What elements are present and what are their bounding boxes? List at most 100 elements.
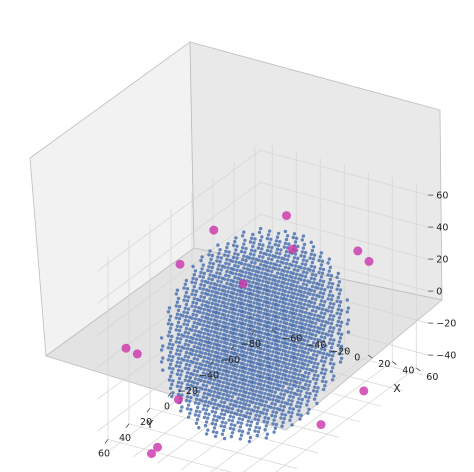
- scatter-point: [248, 312, 253, 316]
- scatter-point: [186, 403, 191, 407]
- scatter-point: [207, 277, 211, 281]
- highlight-point: [132, 349, 142, 359]
- scatter-point: [236, 420, 240, 425]
- scatter-point: [265, 296, 270, 301]
- scatter-point: [222, 253, 227, 257]
- scatter-point: [189, 395, 193, 400]
- scatter-point: [297, 397, 301, 401]
- scatter-point: [267, 373, 272, 377]
- scatter-point: [300, 322, 304, 326]
- scatter-point: [233, 300, 237, 304]
- scatter-point: [327, 329, 331, 333]
- scatter-point: [208, 273, 212, 277]
- scatter-point: [199, 306, 203, 311]
- scatter-point: [194, 385, 199, 389]
- scatter-point: [291, 283, 295, 288]
- scatter-point: [266, 233, 271, 237]
- scatter-point: [202, 331, 207, 336]
- scatter-point: [198, 298, 202, 302]
- scatter-point: [242, 398, 246, 402]
- scatter-point: [231, 315, 236, 320]
- scatter-point: [296, 388, 300, 393]
- scatter-point: [239, 261, 244, 266]
- scatter-point: [230, 295, 235, 299]
- scatter-point: [328, 325, 333, 330]
- scatter-point: [213, 286, 218, 291]
- scatter-point: [330, 282, 335, 286]
- scatter-point: [260, 283, 264, 287]
- scatter-point: [326, 285, 330, 289]
- scatter-point: [192, 345, 196, 349]
- scatter-point: [215, 295, 219, 299]
- scatter-point: [191, 300, 195, 305]
- scatter-point: [235, 292, 239, 296]
- scatter-point: [233, 372, 237, 376]
- scatter-point: [294, 356, 299, 360]
- scatter-point: [337, 292, 342, 296]
- scatter-point: [236, 324, 240, 329]
- scatter-point: [195, 417, 200, 422]
- scatter-point: [319, 263, 324, 267]
- scatter-point: [311, 353, 316, 357]
- scatter-point: [201, 383, 205, 387]
- scatter-point: [251, 304, 255, 309]
- scatter-point: [240, 234, 245, 238]
- y-tick-mark: [251, 329, 256, 335]
- highlight-point: [209, 225, 219, 235]
- scatter-point: [248, 288, 253, 292]
- scatter-point: [269, 261, 273, 265]
- scatter-point: [182, 322, 186, 326]
- scatter-point: [297, 349, 301, 353]
- scatter-point: [269, 309, 273, 313]
- scatter-point: [230, 407, 235, 411]
- scatter-point: [193, 401, 198, 405]
- scatter-point: [296, 364, 300, 369]
- scatter-point: [203, 423, 208, 428]
- scatter-point: [314, 321, 318, 325]
- scatter-point: [337, 316, 342, 320]
- scatter-point: [265, 272, 270, 277]
- scatter-point: [243, 298, 247, 302]
- scatter-point: [283, 413, 288, 417]
- scatter-point: [240, 417, 245, 422]
- scatter-point: [345, 298, 349, 302]
- scatter-point: [219, 280, 223, 284]
- scatter-point: [242, 326, 246, 330]
- scatter-point: [258, 250, 263, 255]
- scatter-point: [283, 313, 288, 318]
- scatter-point: [240, 270, 245, 274]
- scatter-point: [229, 410, 234, 415]
- scatter-point: [328, 361, 333, 366]
- scatter-point: [299, 389, 303, 393]
- scatter-point: [183, 342, 187, 346]
- scatter-point: [218, 344, 222, 348]
- highlight-point: [238, 279, 248, 289]
- scatter-point: [275, 283, 280, 287]
- x-tick-label: −60: [282, 334, 302, 345]
- scatter-point: [330, 294, 335, 298]
- scatter-point: [249, 248, 254, 252]
- scatter-point: [264, 276, 268, 280]
- scatter-point: [224, 421, 228, 425]
- scatter-point: [323, 384, 327, 388]
- scatter-point: [273, 414, 277, 418]
- scatter-point: [336, 343, 340, 348]
- scatter-point: [245, 363, 249, 367]
- x-tick-label: −20: [330, 346, 350, 357]
- scatter-point: [226, 290, 230, 294]
- scatter-point: [297, 373, 301, 377]
- scatter-point: [184, 290, 189, 295]
- scatter-point: [253, 429, 257, 433]
- scatter-point: [186, 355, 191, 359]
- scatter-point: [175, 360, 180, 364]
- scatter-point: [233, 348, 237, 352]
- scatter-point: [222, 313, 227, 317]
- scatter-point: [308, 380, 312, 384]
- scatter-point: [337, 280, 342, 284]
- scatter-point: [267, 301, 272, 305]
- scatter-point: [308, 280, 312, 284]
- scatter-point: [242, 230, 246, 234]
- scatter-point: [311, 293, 316, 297]
- scatter-point: [257, 426, 262, 430]
- scatter-point: [314, 345, 318, 349]
